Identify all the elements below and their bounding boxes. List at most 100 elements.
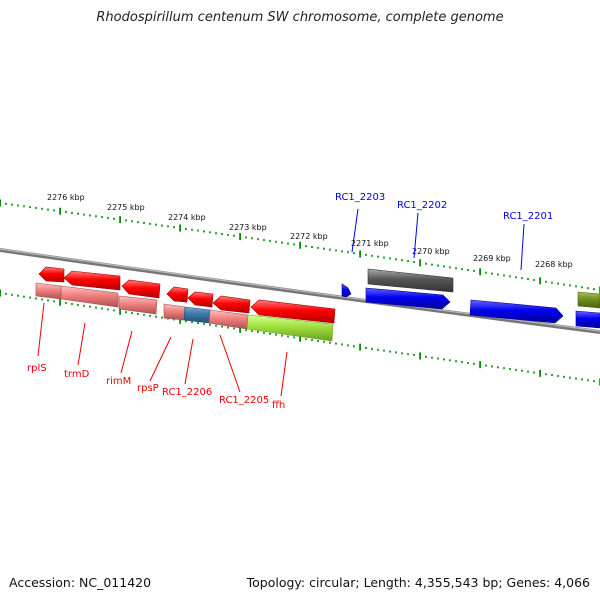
gene-label[interactable]: rplS	[27, 363, 47, 374]
minor-tick	[563, 375, 565, 378]
minor-tick	[365, 253, 367, 256]
minor-tick	[575, 377, 577, 380]
minor-tick	[485, 271, 487, 274]
cds-rpls[interactable]	[35, 282, 62, 300]
cds-rimm[interactable]	[118, 295, 158, 315]
minor-tick	[113, 217, 115, 220]
minor-tick	[473, 269, 475, 272]
gene-rpsp[interactable]	[166, 286, 189, 303]
scale-label: 2270 kbp	[412, 247, 450, 256]
chromosome-backbone-highlight	[0, 248, 600, 332]
minor-tick	[383, 256, 385, 259]
gene-rc1-2201[interactable]	[469, 299, 564, 324]
minor-tick	[17, 294, 19, 297]
minor-tick	[581, 378, 583, 381]
minor-tick	[95, 215, 97, 218]
minor-tick	[581, 286, 583, 289]
minor-tick	[29, 296, 31, 299]
gene-olive-feature[interactable]	[577, 291, 600, 309]
minor-tick	[269, 332, 271, 335]
minor-tick	[17, 204, 19, 207]
gene-label[interactable]: RC1_2203	[335, 192, 385, 203]
gene-label[interactable]: trmD	[64, 369, 90, 380]
minor-tick	[563, 283, 565, 286]
forward-gene-labels: RC1_2203 RC1_2202 RC1_2201	[335, 192, 553, 222]
minor-tick	[329, 248, 331, 251]
minor-tick	[323, 247, 325, 250]
gene-label[interactable]: RC1_2202	[397, 200, 447, 211]
gene-trmd[interactable]	[63, 270, 121, 291]
minor-tick	[233, 327, 235, 330]
minor-tick	[101, 307, 103, 310]
minor-tick	[173, 318, 175, 321]
minor-tick	[203, 322, 205, 325]
minor-tick	[401, 259, 403, 262]
minor-tick	[461, 361, 463, 364]
major-tick	[239, 233, 241, 241]
minor-tick	[71, 302, 73, 305]
minor-tick	[191, 228, 193, 231]
gene-label[interactable]: RC1_2201	[503, 211, 553, 222]
cds-rpsp[interactable]	[163, 303, 186, 321]
minor-tick	[143, 313, 145, 316]
minor-tick	[371, 347, 373, 350]
cds-rc1-2206[interactable]	[183, 306, 211, 324]
minor-tick	[401, 352, 403, 355]
minor-tick	[407, 353, 409, 356]
minor-tick	[215, 232, 217, 235]
minor-tick	[185, 227, 187, 230]
minor-tick	[107, 216, 109, 219]
gene-label[interactable]: rpsP	[137, 383, 159, 394]
gene-label[interactable]: RC1_2205	[219, 395, 269, 406]
minor-tick	[503, 367, 505, 370]
gene-rc1-2205[interactable]	[212, 295, 251, 314]
gene-ffh[interactable]	[250, 299, 336, 324]
gene-rc1-2202[interactable]	[365, 287, 451, 310]
minor-tick	[569, 284, 571, 287]
minor-tick	[125, 219, 127, 222]
minor-tick	[191, 321, 193, 324]
gene-label[interactable]: RC1_2206	[162, 387, 212, 398]
major-tick	[179, 316, 181, 324]
minor-tick	[131, 220, 133, 223]
major-tick	[119, 307, 121, 315]
cds-trmd[interactable]	[60, 285, 119, 308]
minor-tick	[413, 260, 415, 263]
minor-tick	[209, 323, 211, 326]
minor-tick	[509, 368, 511, 371]
minor-tick	[305, 245, 307, 248]
minor-tick	[35, 297, 37, 300]
minor-tick	[497, 273, 499, 276]
minor-tick	[185, 320, 187, 323]
minor-tick	[311, 245, 313, 248]
scale-label: 2271 kbp	[351, 239, 389, 248]
minor-tick	[335, 249, 337, 252]
cds-rc1-2205[interactable]	[208, 309, 249, 330]
minor-tick	[5, 202, 7, 205]
minor-tick	[89, 305, 91, 308]
gene-label[interactable]: rimM	[106, 376, 131, 387]
minor-tick	[293, 243, 295, 246]
gene-rpls[interactable]	[38, 266, 65, 283]
map-title: Rhodospirillum centenum SW chromosome, c…	[96, 10, 504, 25]
minor-tick	[545, 373, 547, 376]
major-tick	[539, 369, 541, 377]
cds-ffh[interactable]	[246, 314, 334, 342]
minor-tick	[227, 326, 229, 329]
minor-tick	[287, 242, 289, 245]
gene-label[interactable]: ffh	[272, 400, 285, 411]
minor-tick	[137, 221, 139, 224]
gene-rc1-2202-rna[interactable]	[367, 268, 454, 293]
gene-rc1-2206[interactable]	[187, 291, 214, 308]
gene-rc1-2203[interactable]	[341, 283, 352, 298]
major-tick	[479, 361, 481, 369]
gene-blue-partial[interactable]	[575, 310, 600, 329]
major-tick	[359, 250, 361, 258]
accession-label: Accession: NC_011420	[9, 575, 152, 590]
minor-tick	[341, 343, 343, 346]
gene-rimm[interactable]	[121, 279, 161, 299]
callout-lines	[37, 208, 525, 397]
major-tick	[239, 325, 241, 333]
minor-tick	[533, 278, 535, 281]
